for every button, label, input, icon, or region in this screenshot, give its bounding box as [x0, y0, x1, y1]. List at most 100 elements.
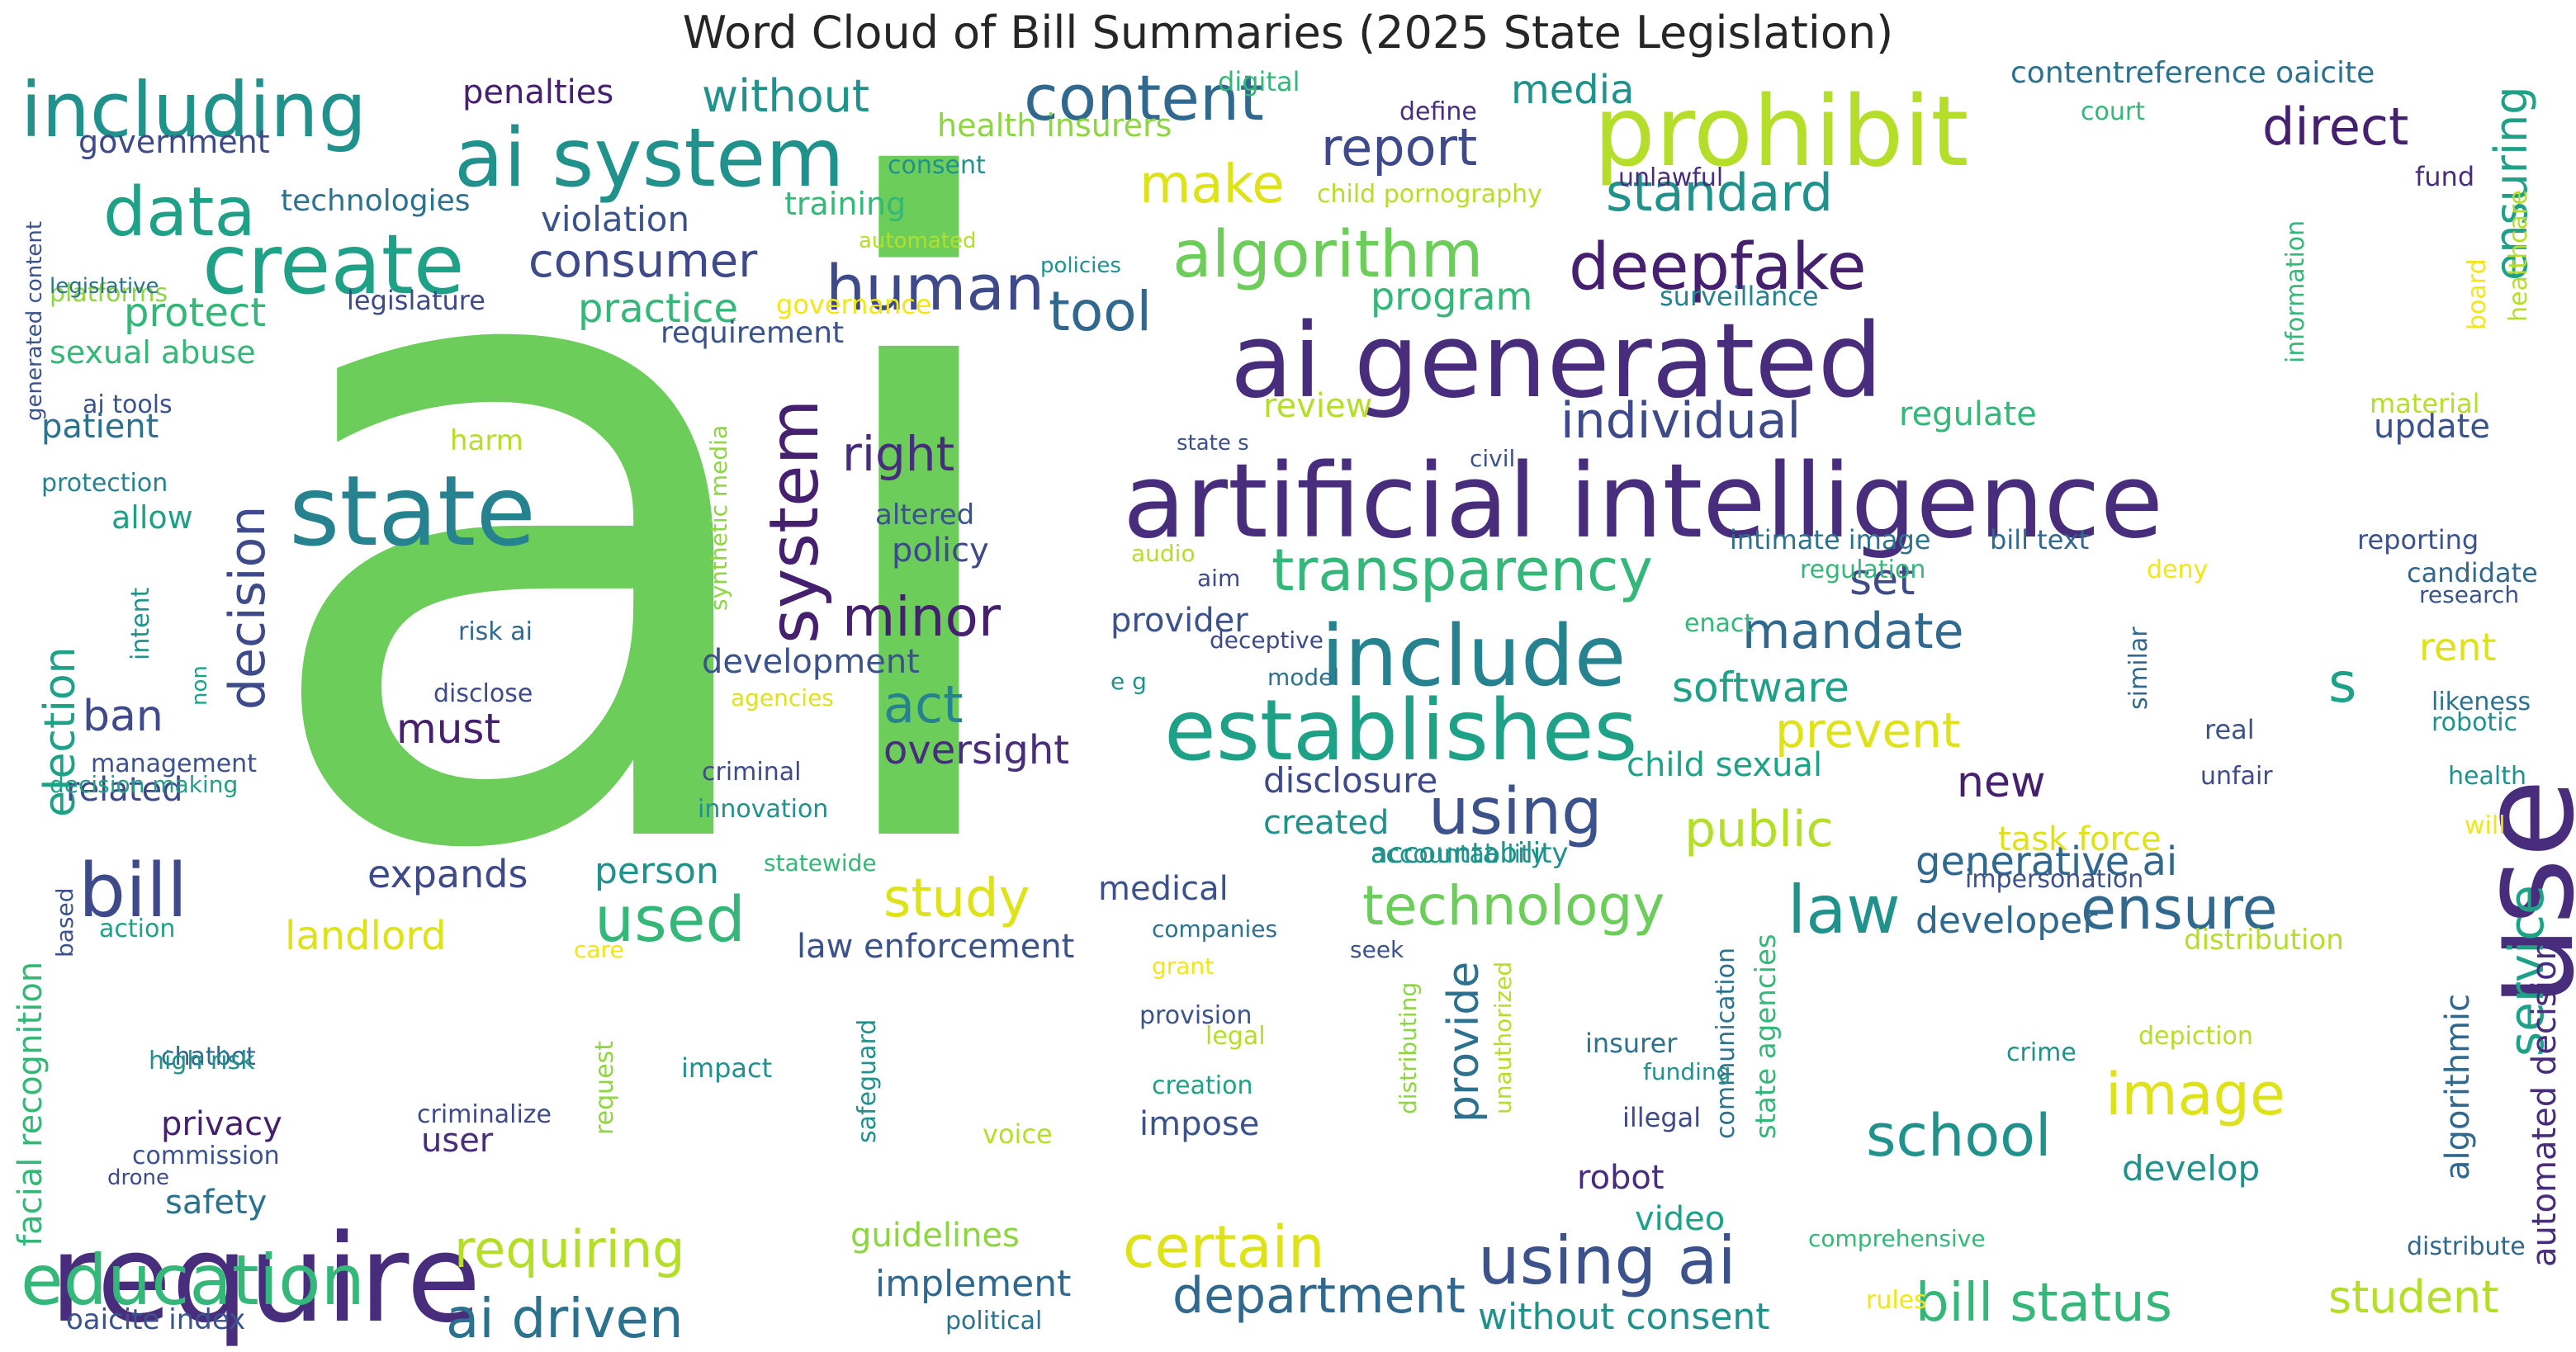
word-penalties: penalties	[462, 73, 613, 111]
word-act: act	[883, 674, 963, 735]
word-using-ai: using ai	[1478, 1222, 1736, 1299]
word-s: s	[2328, 651, 2356, 715]
word-direct: direct	[2262, 97, 2408, 157]
word-system: system	[755, 399, 834, 644]
word-service: service	[2498, 885, 2555, 1057]
word-content: content	[1024, 61, 1264, 135]
word-person: person	[594, 850, 719, 892]
word-mandate: mandate	[1742, 603, 1964, 660]
word-health-insurers: health insurers	[937, 107, 1172, 144]
word-human: human	[826, 251, 1044, 324]
word-legal: legal	[1205, 1022, 1266, 1051]
word-unlawful: unlawful	[1618, 163, 1723, 192]
word-prohibit: prohibit	[1593, 74, 1969, 188]
word-accountability: accountability	[1371, 840, 1545, 869]
word-disclose: disclose	[433, 679, 533, 708]
word-oaicite-index: oaicite index	[66, 1303, 245, 1336]
word-agencies: agencies	[731, 684, 834, 711]
word-robotic: robotic	[2432, 708, 2517, 737]
word-including: including	[21, 66, 367, 154]
word-study: study	[883, 868, 1030, 929]
word-model: model	[1267, 664, 1339, 691]
word-seek: seek	[1350, 936, 1404, 963]
word-decision-making: decision making	[50, 771, 238, 798]
word-landlord: landlord	[285, 913, 447, 959]
word-prevent: prevent	[1775, 702, 1961, 759]
word-review: review	[1263, 387, 1372, 425]
word-unauthorized: unauthorized	[1489, 962, 1517, 1114]
word-media: media	[1511, 67, 1635, 113]
word-individual: individual	[1560, 392, 1801, 450]
word-ai-tools: ai tools	[83, 390, 173, 419]
word-deny: deny	[2147, 555, 2208, 584]
word-state-agencies: state agencies	[1750, 934, 1783, 1139]
word-reporting: reporting	[2357, 524, 2479, 555]
word-rules: rules	[1866, 1286, 1927, 1315]
word-facial-recognition: facial recognition	[12, 962, 50, 1246]
word-impersonation: impersonation	[1965, 865, 2143, 894]
word-comprehensive: comprehensive	[1808, 1225, 1986, 1252]
word-practice: practice	[578, 286, 738, 332]
word-created: created	[1263, 804, 1389, 842]
word-robot: robot	[1577, 1159, 1664, 1197]
word-privacy: privacy	[161, 1105, 282, 1143]
word-ensuring: ensuring	[2485, 86, 2537, 281]
word-high-risk: high risk	[149, 1047, 255, 1075]
word-policies: policies	[1040, 253, 1121, 278]
word-altered: altered	[875, 499, 974, 532]
word-using: using	[1428, 775, 1603, 849]
word-request: request	[590, 1041, 619, 1135]
word-education: education	[21, 1240, 365, 1321]
word-medical: medical	[1098, 870, 1229, 908]
word-based: based	[51, 887, 78, 957]
word-innovation: innovation	[698, 795, 828, 824]
word-generative-ai: generative ai	[1915, 839, 2177, 885]
word-new: new	[1957, 758, 2045, 807]
word-distributing: distributing	[1395, 982, 1422, 1114]
word-impact: impact	[681, 1052, 772, 1084]
word-material: material	[2370, 388, 2480, 419]
word-policy: policy	[892, 532, 989, 570]
word-student: student	[2328, 1271, 2498, 1323]
word-public: public	[1684, 801, 1834, 858]
word-guidelines: guidelines	[850, 1217, 1020, 1255]
word-election: election	[36, 646, 85, 817]
word-technology: technology	[1362, 874, 1664, 938]
word-care: care	[574, 936, 624, 963]
word-rent: rent	[2419, 625, 2496, 669]
word-legislature: legislature	[347, 285, 485, 316]
word-risk-ai: risk ai	[458, 617, 533, 646]
word-require: require	[50, 1208, 481, 1350]
word-impose: impose	[1139, 1105, 1259, 1143]
word-fund: fund	[2415, 161, 2474, 192]
word-provision: provision	[1139, 1001, 1252, 1030]
word-e-g: e g	[1110, 668, 1147, 695]
word-protect: protect	[124, 290, 266, 336]
word-ai-system: ai system	[454, 111, 845, 206]
word-consent: consent	[888, 151, 986, 180]
word-development: development	[702, 643, 920, 681]
word-will: will	[2465, 811, 2506, 840]
word-health: health	[2448, 762, 2526, 791]
word-child-pornography: child pornography	[1317, 180, 1542, 209]
word-voice: voice	[983, 1118, 1053, 1150]
word-similar: similar	[2124, 626, 2153, 710]
word-school: school	[1866, 1102, 2051, 1170]
word-develop: develop	[2122, 1148, 2260, 1189]
word-oversight: oversight	[883, 727, 1069, 773]
word-program: program	[1371, 274, 1532, 319]
word-civil: civil	[1470, 445, 1515, 472]
word-include: include	[1321, 607, 1627, 706]
word-create: create	[202, 216, 464, 313]
word-board: board	[2463, 258, 2492, 330]
word-commission: commission	[132, 1142, 280, 1170]
word-research: research	[2419, 581, 2519, 608]
word-audio: audio	[1131, 540, 1196, 567]
word-deepfake: deepfake	[1569, 230, 1867, 305]
word-state: state	[289, 454, 536, 568]
word-allow: allow	[111, 499, 193, 536]
word-make: make	[1139, 154, 1285, 215]
word-likeness: likeness	[2432, 688, 2531, 716]
chart-title: Word Cloud of Bill Summaries (2025 State…	[682, 7, 1894, 59]
word-ensure: ensure	[2081, 875, 2278, 943]
